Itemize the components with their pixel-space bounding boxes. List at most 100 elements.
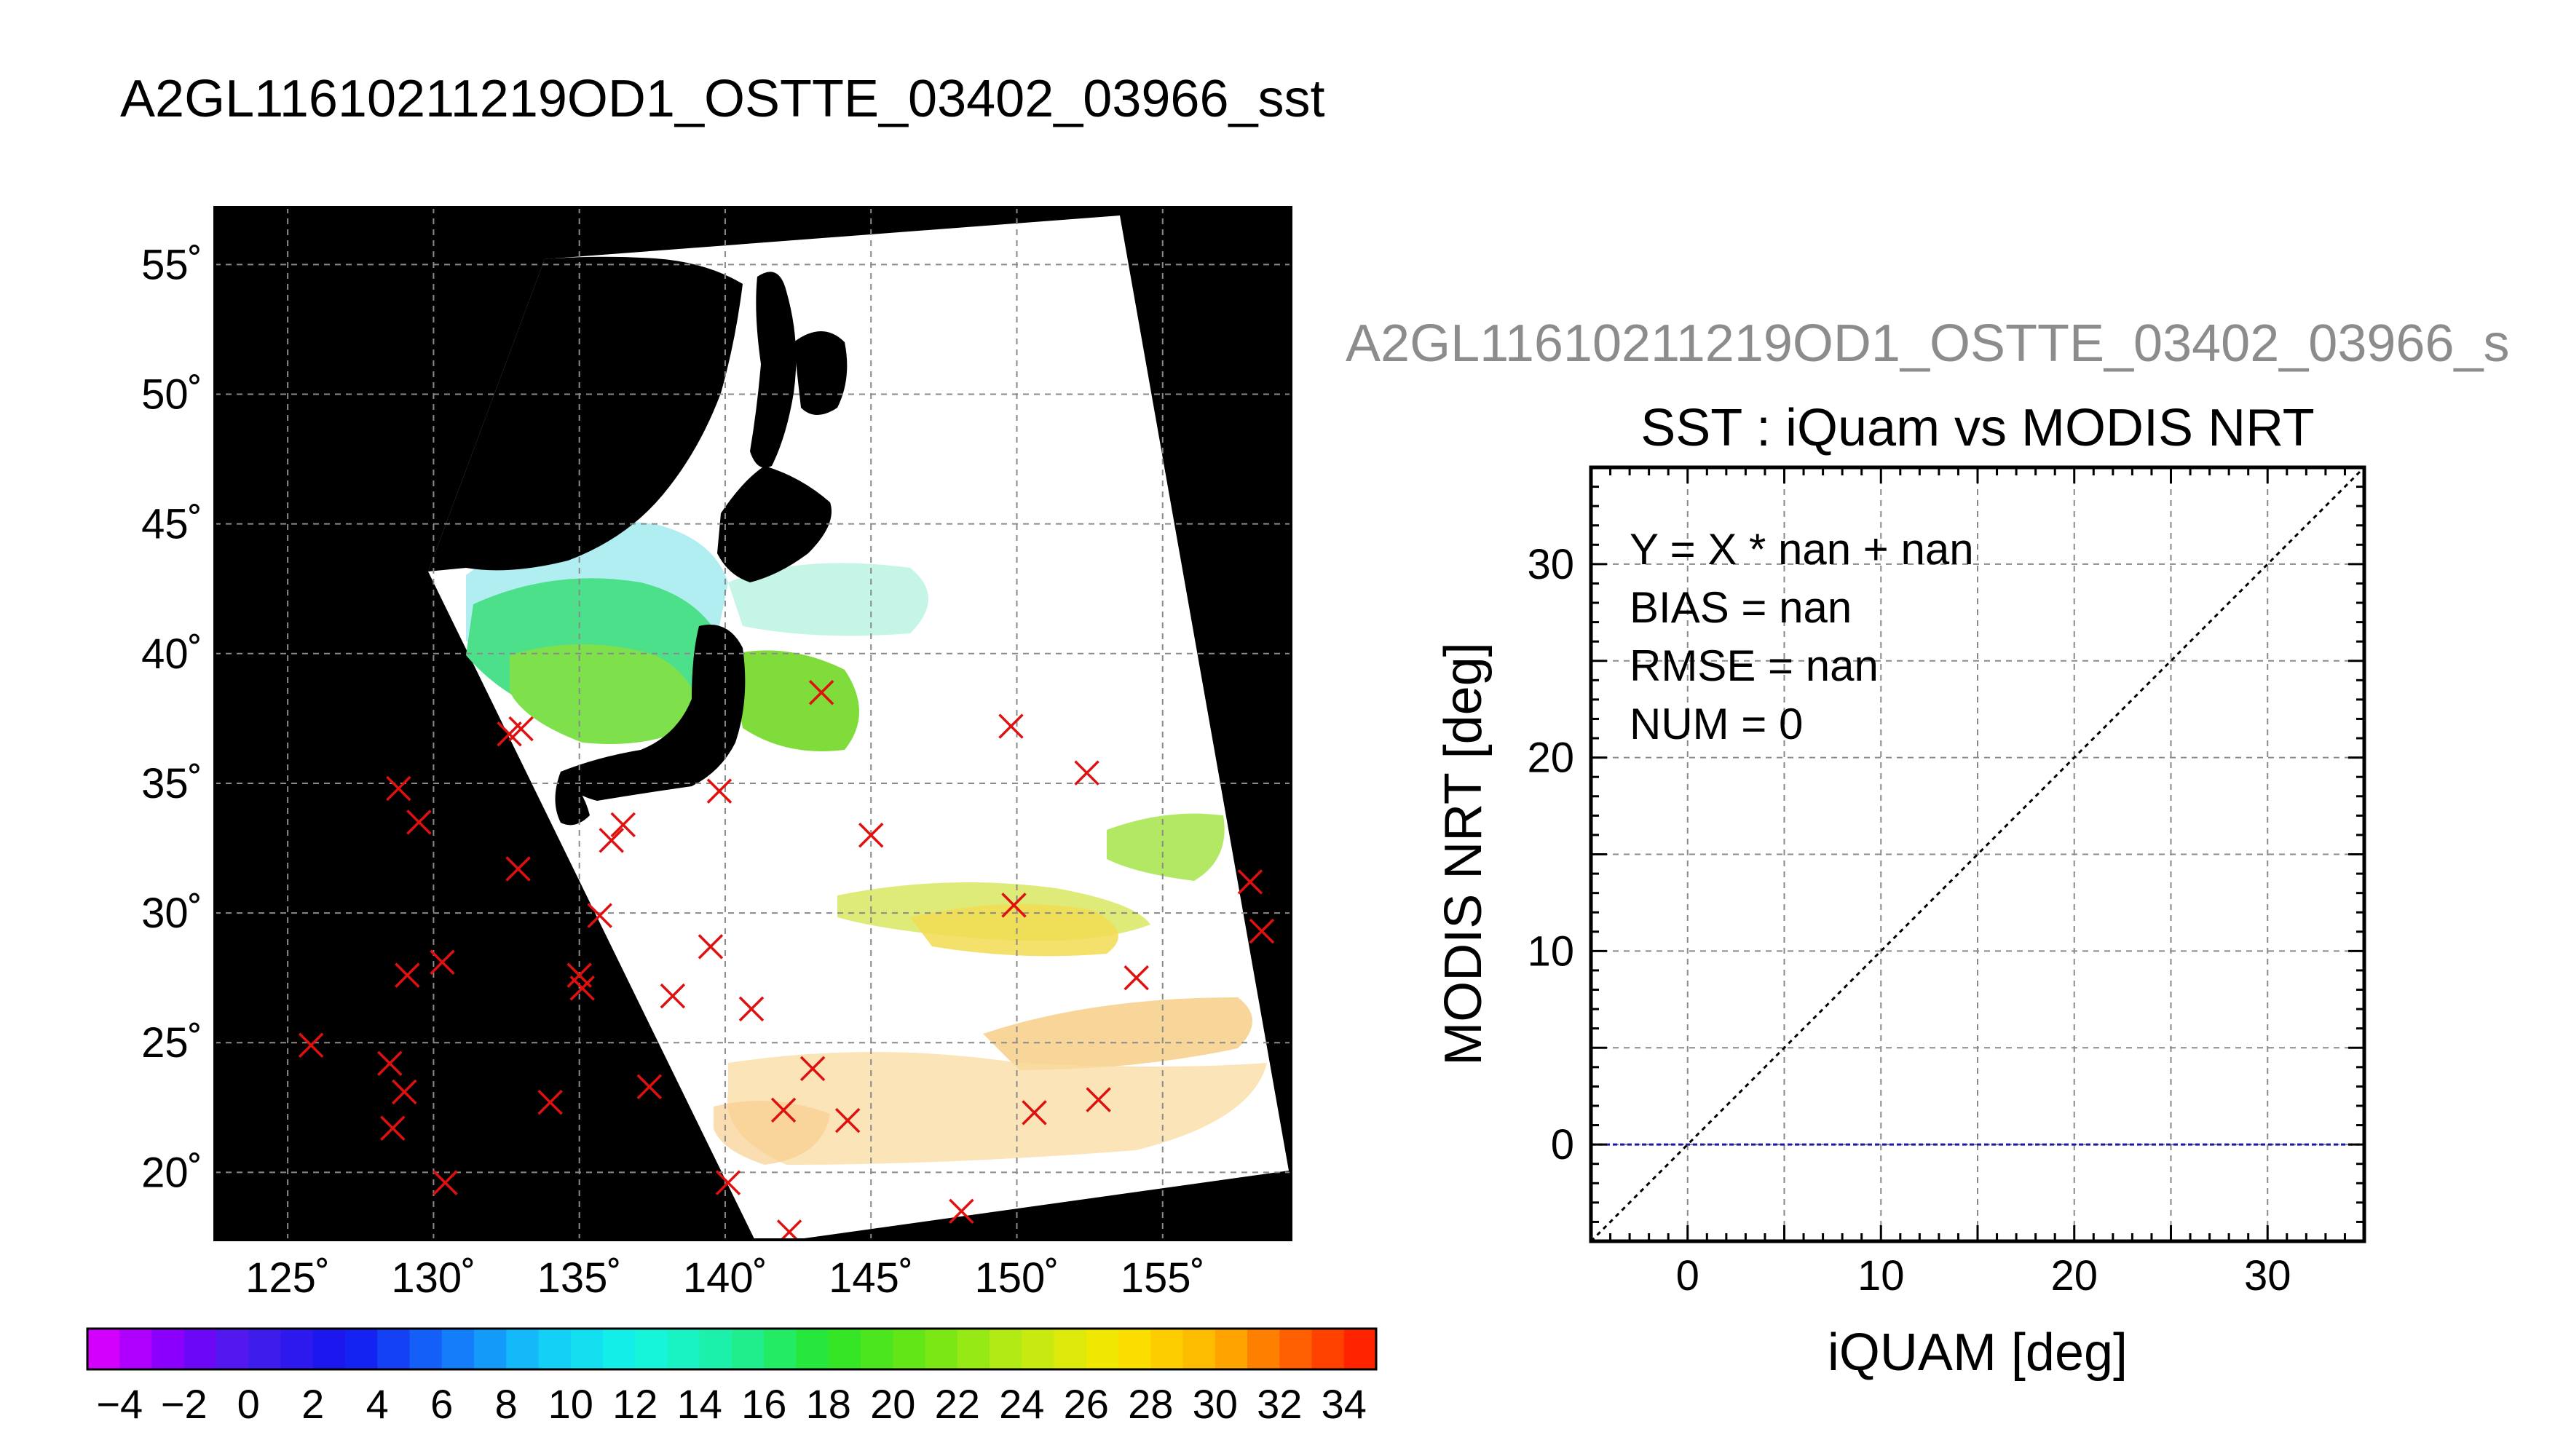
buoy-marker	[698, 934, 724, 960]
buoy-marker	[599, 828, 624, 853]
sst-map: 125˚ 130˚ 135˚ 140˚ 145˚ 150˚ 155˚ 55˚ 50˚ 45˚ 40˚…	[141, 206, 1292, 1302]
colorbar-cell	[87, 1329, 120, 1369]
buoy-marker	[808, 680, 834, 705]
buoy-marker	[386, 775, 411, 802]
colorbar-cell	[925, 1329, 958, 1369]
buoy-marker	[715, 1170, 741, 1195]
colorbar-cell	[345, 1329, 378, 1369]
map-lat-tick-label: 30˚	[141, 890, 202, 937]
buoy-marker	[433, 1170, 458, 1195]
colorbar-cell	[248, 1329, 282, 1369]
sst-patch-kuroshio	[728, 650, 859, 751]
map-frame	[213, 206, 1292, 1241]
map-lon-tick-label: 145˚	[829, 1254, 913, 1302]
scatter-stats: Y = X * nan + nan BIAS = nan RMSE = nan …	[1630, 525, 1974, 748]
map-lat-tick-label: 25˚	[141, 1019, 202, 1067]
buoy-marker	[298, 1032, 324, 1059]
colorbar-tick-label: 0	[237, 1381, 260, 1427]
scatter-suptitle: A2GL11610211219OD1_OSTTE_03402_03966_s	[1346, 314, 2510, 373]
colorbar-cell	[183, 1329, 217, 1369]
stats-rmse: RMSE = nan	[1630, 641, 1879, 690]
colorbar-tick-label: 34	[1322, 1381, 1367, 1427]
colorbar-cell	[474, 1329, 507, 1369]
map-lat-tick-label: 35˚	[141, 760, 202, 807]
scatter-y-tick-label: 10	[1527, 927, 1574, 975]
colorbar-tick-label: 24	[999, 1381, 1044, 1427]
map-lon-tick-label: 135˚	[537, 1254, 622, 1302]
buoy-marker	[392, 1079, 417, 1105]
scatter-title: SST : iQuam vs MODIS NRT	[1640, 399, 2315, 457]
colorbar-cell	[828, 1329, 861, 1369]
colorbar-cell	[732, 1329, 765, 1369]
colorbar-cell	[119, 1329, 153, 1369]
sst-colorbar: −4 −2 0 2 4 6 8 10 12 14 16 18 20 22 24 26 28 30 32 34	[86, 1327, 1378, 1427]
colorbar-frame	[86, 1327, 1378, 1371]
colorbar-tick-label: −2	[161, 1381, 208, 1427]
colorbar-tick-label: 32	[1257, 1381, 1302, 1427]
sst-patch-tropic-3	[714, 1101, 830, 1165]
scatter-ylabel: MODIS NRT [deg]	[1434, 642, 1493, 1066]
colorbar-cell	[861, 1329, 893, 1369]
sst-patch-japan-sea-south	[510, 644, 699, 744]
buoy-marker	[1074, 760, 1099, 786]
colorbar-cells	[87, 1329, 1377, 1369]
page-title: A2GL11610211219OD1_OSTTE_03402_03966_sst	[120, 70, 1325, 128]
colorbar-tick-label: 28	[1128, 1381, 1173, 1427]
land-honshu	[561, 625, 746, 801]
sst-patch-pacific-north	[728, 563, 928, 636]
colorbar-tick-label: 26	[1064, 1381, 1109, 1427]
colorbar-cell	[151, 1329, 185, 1369]
map-lon-tick-label: 150˚	[974, 1254, 1059, 1302]
buoy-marker	[660, 983, 686, 1009]
buoy-marker	[377, 1051, 403, 1076]
colorbar-cell	[1054, 1329, 1087, 1369]
colorbar-cell	[1086, 1329, 1119, 1369]
colorbar-cell	[216, 1329, 249, 1369]
scatter-x-tick-label: 30	[2244, 1252, 2291, 1299]
colorbar-tick-label: 14	[677, 1381, 722, 1427]
colorbar-tick-label: 10	[548, 1381, 593, 1427]
scatter-x-tick-label: 10	[1857, 1252, 1905, 1299]
buoy-marker	[587, 903, 612, 928]
sst-patch-tropic-2	[727, 1052, 1267, 1165]
buoy-marker	[430, 949, 455, 976]
sst-patch-east	[1107, 813, 1225, 881]
map-lon-tick-label: 140˚	[683, 1254, 767, 1302]
buoy-marker	[1237, 869, 1263, 895]
buoy-marker	[1022, 1100, 1047, 1125]
colorbar-cell	[441, 1329, 475, 1369]
colorbar-cell	[1118, 1329, 1151, 1369]
land-kyushu	[555, 772, 590, 826]
buoy-marker	[636, 1074, 663, 1100]
scatter-ticks: 0 10 20 30 0 10 20 30	[1527, 466, 2366, 1299]
buoy-marker	[770, 1097, 797, 1123]
buoy-marker	[949, 1198, 974, 1224]
colorbar-tick-label: 6	[430, 1381, 453, 1427]
colorbar-tick-label: 4	[366, 1381, 389, 1427]
colorbar-cell	[1182, 1329, 1216, 1369]
colorbar-cell	[312, 1329, 346, 1369]
colorbar-cell	[667, 1329, 700, 1369]
colorbar-tick-label: 12	[612, 1381, 657, 1427]
colorbar-tick-label: 22	[935, 1381, 980, 1427]
stats-num: NUM = 0	[1630, 700, 1803, 748]
map-lat-tick-label: 55˚	[141, 241, 202, 288]
colorbar-cell	[570, 1329, 604, 1369]
scatter-xlabel: iQUAM [deg]	[1828, 1324, 2128, 1382]
colorbar-cell	[280, 1329, 314, 1369]
scatter-x-tick-label: 20	[2050, 1252, 2098, 1299]
colorbar-cell	[1150, 1329, 1184, 1369]
buoy-marker	[610, 812, 636, 838]
colorbar-cell	[1022, 1329, 1055, 1369]
colorbar-tick-label: 20	[870, 1381, 915, 1427]
colorbar-cell	[1343, 1329, 1377, 1369]
colorbar-tick-label: 30	[1193, 1381, 1238, 1427]
scatter-y-tick-label: 30	[1527, 541, 1574, 588]
colorbar-cell	[699, 1329, 732, 1369]
colorbar-cell	[409, 1329, 443, 1369]
map-tick-labels: 125˚ 130˚ 135˚ 140˚ 145˚ 150˚ 155˚ 55˚ 50˚ 45˚ 40˚…	[141, 241, 1205, 1302]
land-kamchatka-area	[794, 331, 848, 415]
buoy-marker	[706, 778, 732, 804]
buoy-marker	[537, 1089, 563, 1115]
